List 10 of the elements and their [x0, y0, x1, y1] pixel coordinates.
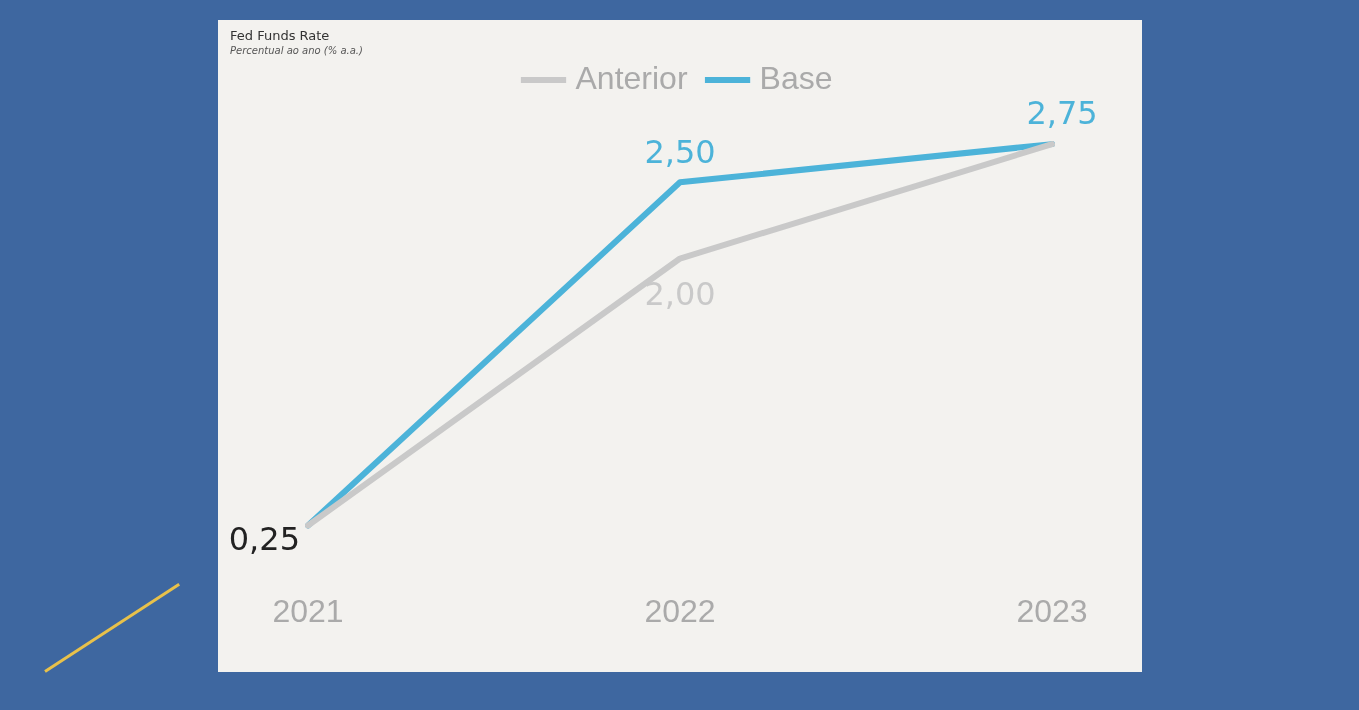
x-tick-label: 2023 — [1016, 592, 1088, 629]
legend-label: Base — [759, 59, 833, 96]
x-tick-label: 2021 — [272, 592, 344, 629]
data-label: 2,50 — [644, 132, 716, 171]
annotation: 0,25 — [228, 519, 300, 558]
chart-subtitle: Percentual ao ano (% a.a.) — [230, 45, 363, 56]
chart-title: Fed Funds Rate — [230, 28, 330, 43]
x-tick-label: 2022 — [644, 592, 716, 629]
data-label: 2,75 — [1026, 94, 1098, 133]
legend-label: Anterior — [575, 59, 688, 96]
